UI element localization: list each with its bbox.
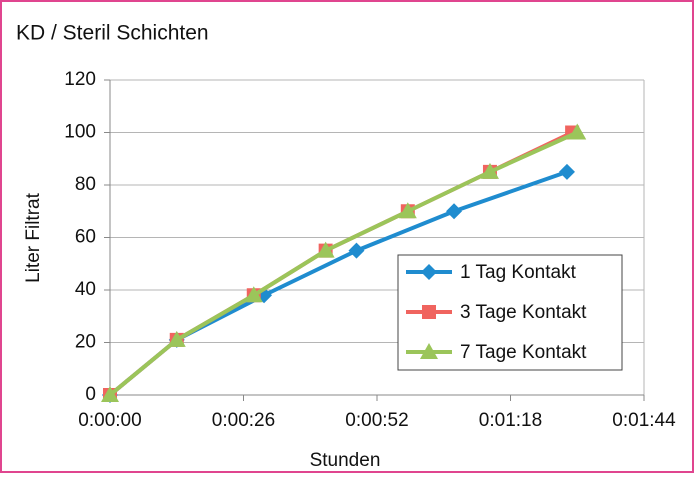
marker	[422, 305, 436, 319]
x-tick-label: 0:00:26	[212, 410, 275, 431]
marker	[244, 286, 263, 303]
marker	[446, 203, 463, 220]
chart-title: KD / Steril Schichten	[16, 22, 209, 45]
y-tick-label: 20	[75, 332, 96, 353]
y-tick-label: 80	[75, 174, 96, 195]
legend-label: 7 Tage Kontakt	[460, 342, 587, 363]
marker	[480, 162, 499, 179]
legend: 1 Tag Kontakt 3 Tage Kontakt 7 Tage Kontak…	[397, 254, 623, 371]
marker	[167, 330, 186, 347]
marker	[421, 264, 437, 280]
marker	[398, 202, 417, 219]
marker	[558, 163, 575, 180]
marker	[316, 241, 335, 258]
marker	[101, 386, 119, 402]
x-tick-label: 0:00:52	[345, 410, 408, 431]
y-tick-label: 120	[64, 69, 96, 90]
x-tick-label: 0:01:44	[612, 410, 676, 431]
y-tick-label: 40	[75, 279, 96, 300]
y-tick-label: 60	[75, 227, 96, 248]
marker	[568, 123, 587, 140]
y-axis-label: Liter Filtrat	[23, 192, 44, 282]
marker	[420, 343, 438, 359]
legend-label: 1 Tag Kontakt	[460, 262, 577, 283]
x-tick-label: 0:00:00	[78, 410, 141, 431]
x-axis-label: Stunden	[310, 450, 381, 471]
x-tick-label: 0:01:18	[479, 410, 542, 431]
y-tick-label: 100	[64, 122, 96, 143]
y-tick-label: 0	[85, 384, 96, 405]
legend-label: 3 Tage Kontakt	[460, 302, 587, 323]
marker	[348, 242, 365, 259]
